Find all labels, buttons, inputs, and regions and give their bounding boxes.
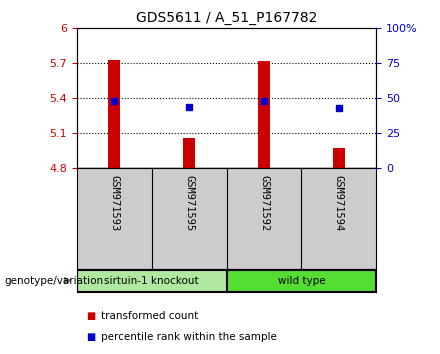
- Text: GSM971592: GSM971592: [259, 175, 269, 232]
- Bar: [108, 60, 121, 168]
- Text: sirtuin-1 knockout: sirtuin-1 knockout: [104, 275, 199, 286]
- Text: GSM971595: GSM971595: [184, 175, 194, 232]
- Bar: [183, 138, 195, 168]
- Text: transformed count: transformed count: [101, 311, 198, 321]
- Title: GDS5611 / A_51_P167782: GDS5611 / A_51_P167782: [136, 11, 317, 24]
- Text: GSM971594: GSM971594: [334, 175, 344, 232]
- Text: wild type: wild type: [278, 275, 325, 286]
- Text: GSM971593: GSM971593: [110, 175, 119, 232]
- Text: percentile rank within the sample: percentile rank within the sample: [101, 332, 277, 342]
- Text: ■: ■: [86, 311, 95, 321]
- Bar: [77, 270, 226, 291]
- Bar: [333, 148, 345, 168]
- Bar: [258, 61, 270, 168]
- Bar: [227, 270, 375, 291]
- Text: ■: ■: [86, 332, 95, 342]
- Text: genotype/variation: genotype/variation: [4, 275, 103, 286]
